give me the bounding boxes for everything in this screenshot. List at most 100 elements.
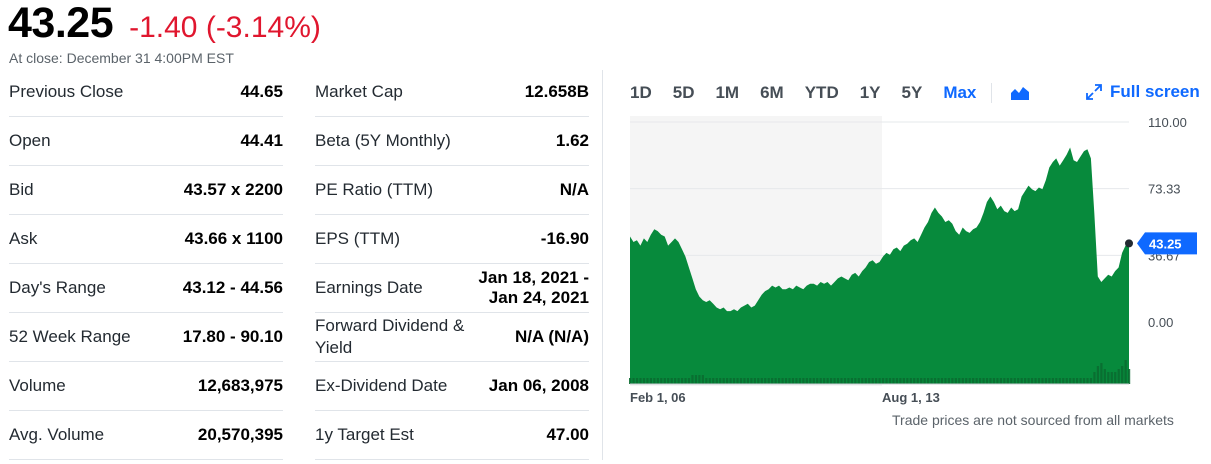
price-area [630,147,1129,384]
range-button-1m[interactable]: 1M [715,83,740,102]
volume-bar [975,378,978,384]
quote-header: 43.25 -1.40 (-3.14%) [8,0,321,46]
volume-bar [875,378,878,384]
volume-bar [1121,366,1124,384]
range-button-ytd[interactable]: YTD [804,83,839,102]
volume-bar [1048,378,1051,384]
volume-bar [826,378,829,384]
stat-label: Ask [9,229,38,248]
stat-row: Previous Close 44.65 [9,68,283,117]
quote-price: 43.25 [8,0,114,47]
x-tick-label: Aug 1, 13 [882,390,940,405]
fullscreen-label: Full screen [1110,82,1200,101]
volume-bar [629,378,632,384]
volume-bar [843,378,847,384]
volume-bar [632,378,635,384]
volume-bar [902,378,905,384]
y-tick-label: 73.33 [1148,182,1181,197]
range-button-1y[interactable]: 1Y [859,83,881,102]
volume-bar [791,378,795,384]
stat-label: Volume [9,376,66,395]
volume-bar [691,375,694,384]
stat-label: Previous Close [9,82,124,101]
stat-row: Earnings Date Jan 18, 2021 - Jan 24, 2021 [315,264,589,313]
mountain-chart-icon[interactable] [1010,85,1030,101]
volume-bar [1072,378,1075,384]
volume-bar [1037,378,1041,384]
volume-bar [940,378,944,384]
volume-bar [937,378,940,384]
volume-bar [677,378,680,384]
stat-label: EPS (TTM) [315,229,400,248]
volume-bar [909,378,912,384]
quote-change: -1.40 (-3.14%) [129,11,321,44]
range-button-5d[interactable]: 5D [672,83,695,102]
volume-bar [750,378,753,384]
volume-bar [760,378,763,384]
volume-bar [871,378,874,384]
volume-bar [805,378,808,384]
stat-row: EPS (TTM) -16.90 [315,215,589,264]
volume-bar [906,378,909,384]
volume-bar [667,378,670,384]
volume-bar [1017,378,1020,384]
stat-label: Bid [9,180,34,199]
stat-value: 47.00 [546,425,589,444]
volume-bar [771,378,774,384]
volume-bar [1027,378,1030,384]
volume-bar [823,378,826,384]
volume-bar [861,378,864,384]
volume-bar [1128,369,1131,384]
stat-row: Ex-Dividend Date Jan 06, 2008 [315,362,589,411]
current-price-badge-label: 43.25 [1149,236,1182,251]
stat-label: Open [9,131,51,150]
stat-value: 12,683,975 [197,376,283,395]
volume-bar [864,378,867,384]
volume-bar [1030,378,1034,384]
volume-bar [819,378,822,384]
range-button-5y[interactable]: 5Y [901,83,923,102]
volume-bar [982,378,985,384]
volume-bar [726,378,729,384]
volume-bar [951,378,954,384]
stat-value: 44.65 [240,82,283,101]
volume-bar [1010,378,1013,384]
current-price-badge [1137,232,1197,255]
volume-bar [778,378,781,384]
volume-bar [687,378,691,384]
range-button-max[interactable]: Max [943,83,977,102]
stat-row: PE Ratio (TTM) N/A [315,166,589,215]
volume-bar [978,378,982,384]
stat-value: N/A [559,180,589,199]
volume-bar [764,378,767,384]
volume-bar [829,378,833,384]
volume-bar [642,378,646,384]
stat-value: 12.658B [524,82,589,101]
y-tick-label: 0.00 [1148,315,1173,330]
volume-bar [1041,378,1044,384]
volume-bar [840,378,843,384]
volume-bar [736,378,739,384]
stat-label: 1y Target Est [315,425,414,444]
volume-bar [958,378,961,384]
volume-bar [1089,378,1093,384]
volume-bar [1093,372,1096,384]
volume-bar [1110,372,1113,384]
volume-bar [965,378,968,384]
stat-value: N/A (N/A) [515,327,589,346]
fullscreen-button[interactable]: Full screen [1086,82,1200,102]
volume-bar [1013,378,1016,384]
volume-bar [895,378,899,384]
stat-value: 20,570,395 [197,425,283,444]
range-button-6m[interactable]: 6M [760,83,784,102]
volume-bar [639,378,642,384]
stat-value: 17.80 - 90.10 [182,327,283,346]
volume-bar [774,378,777,384]
chart-footnote: Trade prices are not sourced from all ma… [892,412,1174,428]
stat-row: Beta (5Y Monthly) 1.62 [315,117,589,166]
range-button-1d[interactable]: 1D [630,83,652,102]
volume-bar [1003,378,1006,384]
volume-bar [684,378,687,384]
volume-bar [1062,378,1065,384]
